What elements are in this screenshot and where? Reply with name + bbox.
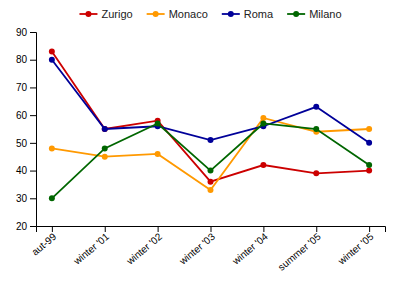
point (208, 187, 214, 193)
point (208, 137, 214, 143)
series-markers (49, 48, 372, 184)
legend-item: Zurigo (79, 8, 132, 20)
point (208, 179, 214, 185)
y-tick: 60 (16, 110, 36, 121)
point (208, 168, 214, 174)
x-tick-mark (316, 226, 317, 232)
point (366, 126, 372, 132)
x-tick: winter '01 (71, 226, 112, 267)
series-markers (49, 120, 372, 201)
series-line (52, 60, 369, 143)
y-tick-mark (30, 115, 36, 116)
x-tick-mark (105, 226, 106, 232)
x-tick-label: winter '02 (124, 231, 165, 268)
x-axis-line (37, 227, 386, 233)
point (102, 145, 108, 151)
point (260, 120, 266, 126)
x-tick-mark (263, 226, 264, 232)
y-tick-mark (30, 171, 36, 172)
y-tick-label: 30 (16, 193, 28, 204)
point (49, 48, 55, 54)
x-tick-label: winter '04 (229, 231, 270, 268)
x-tick: winter '03 (177, 226, 218, 267)
legend-label: Milano (309, 8, 341, 20)
legend-label: Monaco (169, 8, 208, 20)
legend-marker (153, 11, 159, 17)
y-tick-label: 40 (16, 165, 28, 176)
x-tick-label: summer '05 (276, 231, 323, 273)
y-tick: 80 (16, 54, 36, 65)
y-tick-label: 80 (16, 54, 28, 65)
y-tick: 90 (16, 27, 36, 38)
x-tick-label: winter '01 (71, 231, 112, 268)
legend-item: Monaco (147, 8, 208, 20)
point (155, 151, 161, 157)
x-axis: aut-99 winter '01 winter '02 winter '03 wint… (30, 226, 386, 273)
chart: 20 30 40 50 60 70 80 90 aut-99 winter '01 winter '… (0, 0, 401, 282)
legend-marker (85, 11, 91, 17)
series-markers (49, 115, 372, 193)
x-tick-label: winter '05 (335, 231, 376, 268)
y-tick-label: 90 (16, 27, 28, 38)
point (102, 126, 108, 132)
series-markers (49, 57, 372, 146)
plot: 20 30 40 50 60 70 80 90 aut-99 winter '01 winter '… (16, 27, 386, 273)
y-tick: 50 (16, 138, 36, 149)
y-tick-mark (30, 226, 36, 227)
legend-item: Milano (287, 8, 341, 20)
point (102, 126, 108, 132)
x-tick: winter '02 (124, 226, 165, 267)
x-tick-mark (369, 226, 370, 232)
x-tick-mark (211, 226, 212, 232)
point (260, 162, 266, 168)
y-tick-label: 20 (16, 221, 28, 232)
y-tick-label: 50 (16, 138, 28, 149)
y-tick-label: 60 (16, 110, 28, 121)
legend-marker (228, 11, 234, 17)
point (260, 115, 266, 121)
x-tick: winter '04 (229, 226, 270, 267)
legend-label: Roma (244, 8, 274, 20)
series-line (52, 51, 369, 181)
y-axis: 20 30 40 50 60 70 80 90 (16, 27, 37, 232)
y-tick: 70 (16, 82, 36, 93)
x-tick-label: winter '03 (177, 231, 218, 268)
y-tick-mark (30, 60, 36, 61)
y-tick-mark (30, 87, 36, 88)
x-tick-mark (52, 226, 53, 232)
x-tick: summer '05 (276, 226, 323, 273)
legend: Zurigo Monaco Roma Milano (79, 8, 341, 20)
series-line (52, 123, 369, 198)
point (49, 195, 55, 201)
y-tick-mark (30, 143, 36, 144)
point (102, 154, 108, 160)
point (313, 170, 319, 176)
point (366, 168, 372, 174)
series-group (49, 48, 372, 201)
y-tick-mark (30, 198, 36, 199)
y-tick: 30 (16, 193, 36, 204)
point (49, 57, 55, 63)
legend-label: Zurigo (101, 8, 132, 20)
y-tick-label: 70 (16, 82, 28, 93)
point (313, 126, 319, 132)
point (366, 162, 372, 168)
y-axis-line (30, 33, 37, 227)
x-tick: aut-99 (30, 226, 59, 258)
y-tick-mark (30, 32, 36, 33)
x-tick-mark (158, 226, 159, 232)
x-tick-label: aut-99 (30, 231, 59, 258)
legend-item: Roma (222, 8, 274, 20)
legend-marker (293, 11, 299, 17)
y-tick: 20 (16, 221, 36, 232)
x-tick: winter '05 (335, 226, 376, 267)
point (366, 140, 372, 146)
point (155, 120, 161, 126)
point (313, 104, 319, 110)
y-tick: 40 (16, 165, 36, 176)
point (49, 145, 55, 151)
